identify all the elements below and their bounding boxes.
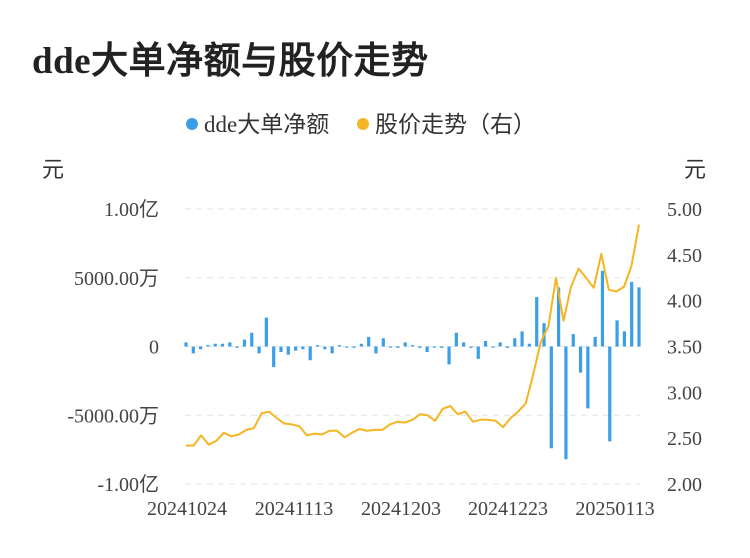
bar	[191, 346, 195, 354]
bar	[345, 346, 349, 348]
bar	[535, 297, 539, 347]
bar	[388, 346, 393, 348]
bar	[213, 343, 217, 347]
bar	[220, 343, 225, 347]
right-tick-label: 5.00	[667, 199, 702, 221]
left-tick-label: 0	[149, 337, 159, 359]
right-y-axis: 5.00 4.50 4.00 3.50 3.00 2.50 2.00	[667, 199, 702, 496]
bar	[476, 346, 480, 359]
bar	[323, 346, 327, 350]
line-series-price	[186, 224, 640, 447]
bar	[293, 346, 298, 351]
bar	[498, 342, 502, 347]
bar	[571, 334, 575, 347]
left-tick-label: 5000.00万	[74, 268, 159, 290]
bar	[359, 343, 363, 347]
bar	[264, 317, 268, 347]
bar	[600, 270, 605, 347]
right-axis-unit: 元	[684, 157, 706, 182]
right-tick-label: 2.00	[667, 474, 702, 496]
legend: dde大单净额 股价走势（右）	[186, 112, 536, 137]
bar	[520, 331, 524, 347]
bar	[505, 346, 510, 348]
x-axis: 20241024 20241113 20241203 20241223 20250113	[147, 498, 655, 520]
legend-label-price: 股价走势（右）	[375, 112, 536, 137]
left-tick-label: 1.00亿	[104, 198, 159, 221]
bar	[199, 346, 203, 350]
bar	[367, 336, 371, 347]
bar	[286, 346, 290, 355]
bar	[250, 332, 254, 347]
bar	[184, 342, 188, 347]
bar	[403, 342, 407, 347]
bar	[352, 346, 356, 348]
bar	[637, 287, 641, 347]
left-y-axis: 1.00亿 5000.00万 0 -5000.00万 -1.00亿	[67, 198, 159, 496]
gridlines	[185, 208, 640, 485]
bar	[242, 339, 247, 347]
bar	[315, 345, 320, 347]
legend-marker-price	[357, 118, 369, 130]
right-tick-label: 2.50	[667, 428, 702, 450]
bar	[418, 346, 422, 348]
bar	[462, 342, 466, 347]
legend-marker-dde	[186, 118, 198, 130]
left-tick-label: -1.00亿	[97, 473, 159, 496]
bar	[257, 346, 261, 354]
right-tick-label: 3.00	[667, 382, 702, 404]
bar	[608, 346, 612, 442]
left-tick-label: -5000.00万	[67, 405, 159, 427]
bar	[586, 346, 590, 409]
bar-series-dde	[184, 270, 641, 460]
x-tick-label: 20241024	[147, 498, 227, 520]
bar	[447, 346, 451, 365]
bar	[527, 343, 532, 347]
right-tick-label: 4.50	[667, 245, 702, 267]
x-tick-label: 20241223	[468, 498, 548, 520]
bar	[454, 332, 458, 347]
bar	[381, 338, 385, 347]
bar	[578, 346, 583, 373]
bar	[308, 346, 312, 361]
bar	[272, 346, 276, 368]
price-line	[186, 224, 640, 447]
legend-label-dde: dde大单净额	[204, 112, 329, 137]
bar	[483, 341, 488, 347]
bar	[630, 281, 634, 347]
bar	[549, 346, 553, 449]
bar	[440, 346, 444, 348]
bar	[432, 346, 437, 348]
bar	[374, 346, 378, 354]
bar	[557, 287, 561, 347]
bar	[235, 346, 239, 348]
x-tick-label: 20250113	[575, 498, 654, 520]
x-tick-label: 20241113	[255, 498, 334, 520]
bar	[206, 345, 210, 347]
right-tick-label: 3.50	[667, 337, 702, 359]
bar	[513, 338, 517, 347]
bar	[279, 346, 283, 352]
bar	[330, 346, 334, 354]
bar	[410, 345, 415, 347]
bar	[593, 336, 597, 347]
bar	[228, 342, 232, 347]
bar	[301, 346, 305, 350]
left-axis-unit: 元	[42, 157, 64, 182]
bar	[469, 346, 473, 348]
bar	[425, 346, 429, 352]
bar	[491, 346, 495, 348]
x-tick-label: 20241203	[361, 498, 441, 520]
bar	[622, 331, 626, 347]
bar	[615, 320, 619, 347]
bar	[564, 346, 568, 460]
right-tick-label: 4.00	[667, 291, 702, 313]
bar	[396, 346, 400, 348]
bar	[337, 345, 342, 347]
chart-title: dde大单净额与股价走势	[32, 41, 429, 82]
